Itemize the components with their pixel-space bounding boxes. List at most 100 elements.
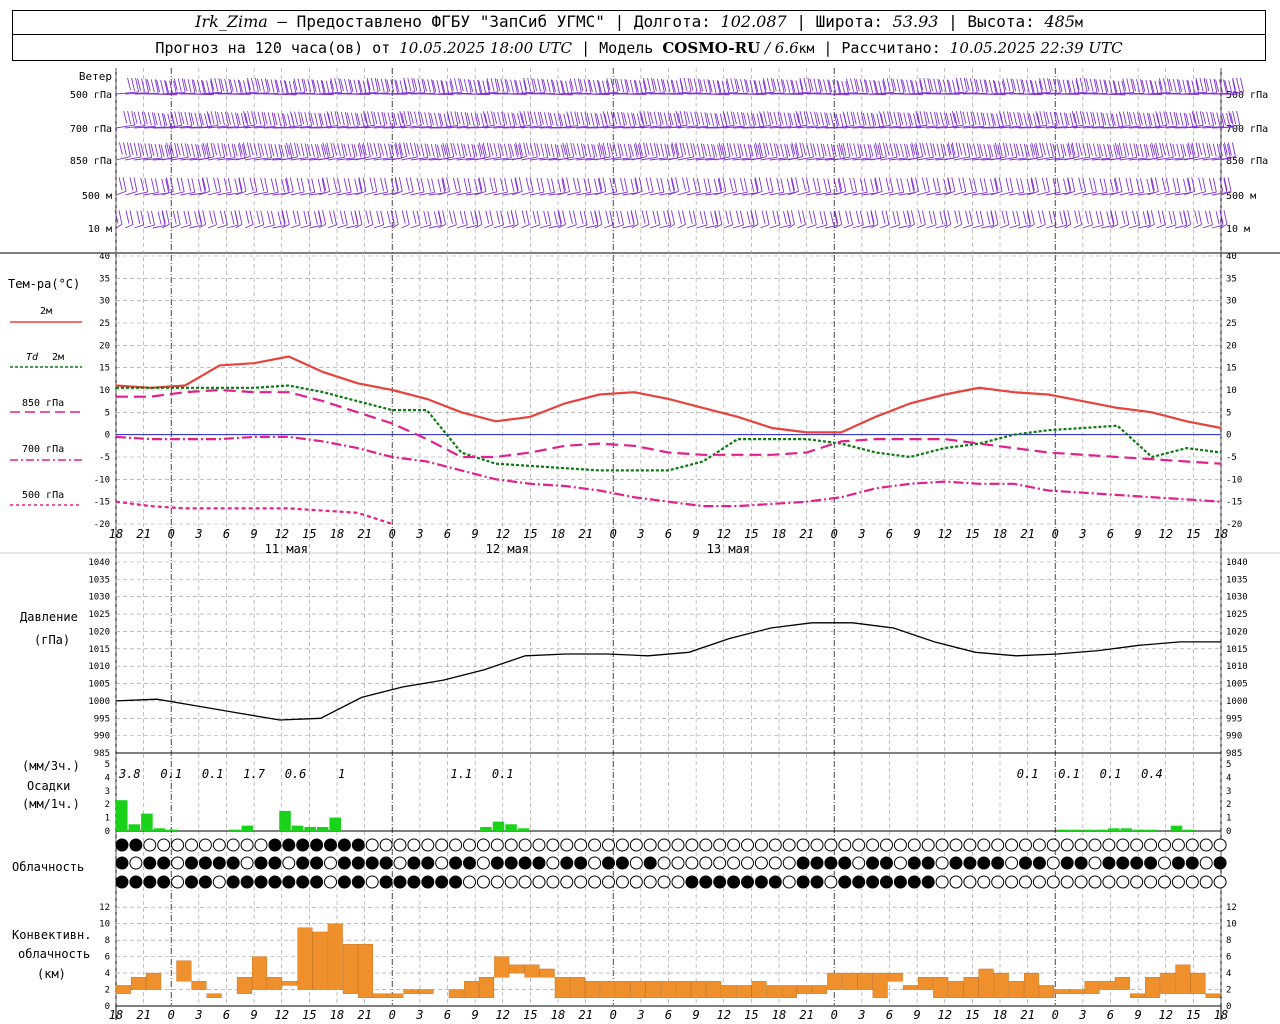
- wind-barb-feather: [812, 177, 817, 192]
- wind-barb-feather: [1106, 211, 1111, 225]
- time-tick-label: 15: [1186, 527, 1200, 541]
- wind-barb-feather: [391, 112, 396, 127]
- precip-bar: [166, 829, 178, 831]
- wind-barb-feather: [314, 211, 318, 225]
- precip-bar: [1145, 829, 1158, 831]
- wind-barb-feather: [997, 80, 1002, 94]
- wind-barb-shaft: [585, 224, 598, 229]
- wind-barb-shaft: [1220, 124, 1240, 129]
- wind-barb-feather: [969, 78, 974, 92]
- conv-cloud-bar: [615, 981, 631, 998]
- wind-barb-feather: [230, 211, 235, 225]
- cloud-cover-symbol: [379, 856, 393, 870]
- wind-barb-shaft: [447, 125, 469, 129]
- wind-barb-feather: [1204, 210, 1209, 224]
- wind-barb-feather: [201, 144, 206, 158]
- cloud-cover-symbol: [782, 838, 796, 852]
- wind-barb-feather: [1157, 210, 1162, 224]
- wind-barb-feather: [673, 113, 678, 127]
- wind-barb-feather: [126, 142, 131, 157]
- wind-barb-feather: [353, 144, 358, 157]
- wind-barb-feather: [1135, 143, 1140, 157]
- wind-barb-shaft: [392, 91, 415, 95]
- wind-barb-feather: [1161, 177, 1166, 191]
- wind-barb-feather: [118, 142, 123, 155]
- cloud-cover-symbol: [1074, 856, 1088, 870]
- wind-barb-feather: [1026, 178, 1031, 192]
- conv-cloud-bar: [857, 972, 873, 990]
- wind-barb-shaft: [1202, 191, 1217, 196]
- wind-barb-feather: [606, 111, 611, 125]
- wind-barb-feather: [1048, 210, 1053, 224]
- temp-y-tick-right: -20: [1226, 520, 1242, 530]
- wind-barb-feather: [633, 79, 638, 94]
- wind-barb-feather: [842, 142, 847, 157]
- wind-barb-feather: [365, 210, 370, 224]
- wind-barb-feather: [416, 210, 421, 225]
- wind-barb-feather: [1049, 111, 1054, 126]
- cloud-cover-symbol: [449, 875, 463, 889]
- wind-barb-feather: [562, 210, 566, 225]
- cloud-cover-symbol: [880, 875, 893, 889]
- wind-barb-feather: [833, 178, 838, 193]
- wind-barb-feather: [420, 177, 425, 193]
- time-tick-label-bottom: 0: [831, 1008, 838, 1022]
- wind-barb-feather: [163, 113, 168, 126]
- wind-barb-feather: [228, 78, 233, 94]
- wind-barb-feather: [137, 111, 142, 125]
- wind-barb-feather: [504, 78, 509, 94]
- time-tick-label: 0: [831, 527, 838, 541]
- wind-barb-feather: [1186, 178, 1191, 193]
- wind-barb-shaft: [162, 91, 186, 95]
- wind-barb-feather: [919, 111, 924, 125]
- wind-barb-feather: [826, 112, 830, 126]
- wind-barb-feather: [460, 112, 465, 126]
- wind-barb-feather: [474, 210, 479, 224]
- wind-barb-feather: [348, 78, 352, 94]
- wind-barb-feather: [431, 178, 436, 193]
- wind-barb-feather: [285, 177, 290, 191]
- wind-barb-feather: [997, 144, 1002, 159]
- wind-barb-feather: [1036, 113, 1041, 128]
- wind-barb-feather: [863, 143, 868, 158]
- wind-barb-feather: [366, 80, 371, 95]
- wind-barb-shaft: [290, 156, 309, 161]
- conv-y-tick-right: 0: [1226, 1002, 1231, 1012]
- wind-barb-feather: [210, 78, 215, 91]
- wind-barb-feather: [1016, 210, 1021, 226]
- wind-barb-feather: [364, 113, 369, 128]
- wind-barb-feather: [889, 143, 894, 157]
- wind-barb-feather: [557, 112, 562, 128]
- wind-barb-feather: [161, 178, 166, 192]
- wind-barb-feather: [725, 80, 730, 95]
- wind-barb-shaft: [410, 224, 421, 229]
- wind-barb-feather: [1208, 178, 1213, 192]
- wind-barb-feather: [576, 177, 581, 193]
- wind-barb-feather: [859, 143, 864, 157]
- wind-barb-shaft: [309, 192, 326, 196]
- wind-barb-feather: [1220, 112, 1225, 127]
- wind-barb-feather: [518, 177, 523, 192]
- cloud-cover-symbol: [1158, 838, 1171, 852]
- conv-cloud-bar: [342, 944, 358, 994]
- wind-barb-shaft: [640, 224, 650, 229]
- conv-cloud-bar: [691, 981, 707, 998]
- wind-barb-shaft: [493, 191, 508, 196]
- wind-barb-feather: [1089, 177, 1093, 192]
- wind-barb-feather: [366, 142, 371, 157]
- cloud-cover-symbol: [893, 838, 907, 852]
- wind-barb-feather: [602, 80, 606, 94]
- wind-barb-feather: [1172, 178, 1177, 192]
- wind-barb-shaft: [797, 92, 821, 95]
- cloud-cover-symbol: [713, 838, 727, 852]
- wind-barb-feather: [395, 142, 400, 155]
- wind-barb-feather: [357, 79, 362, 94]
- wind-barb-feather: [1227, 142, 1232, 156]
- wind-barb-feather: [1095, 79, 1100, 92]
- wind-barb-shaft: [530, 125, 552, 129]
- wind-barb-feather: [590, 211, 595, 225]
- wind-barb-feather: [1005, 143, 1010, 156]
- conv-cloud-bar: [751, 981, 767, 998]
- wind-barb-shaft: [834, 191, 846, 196]
- wind-barb-feather: [227, 178, 232, 193]
